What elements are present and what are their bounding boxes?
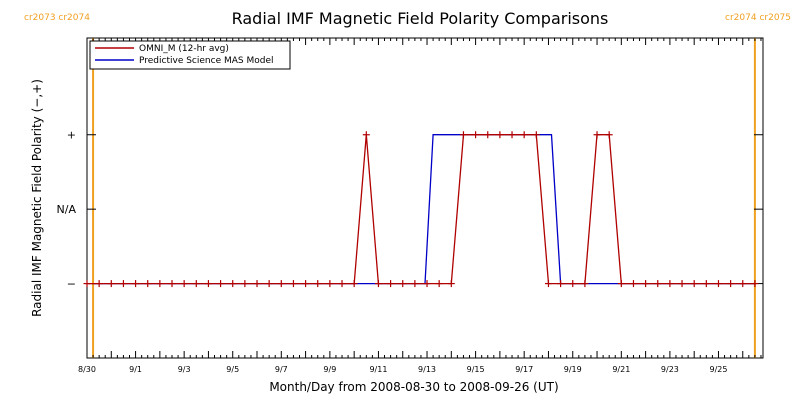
data-point-omni xyxy=(399,280,407,288)
data-point-omni xyxy=(289,280,297,288)
data-point-omni xyxy=(714,280,722,288)
y-tick-label: + xyxy=(67,129,76,142)
carrington-labels: cr2073 cr2074 cr2074 cr2075 xyxy=(24,13,791,23)
x-tick-label: 9/9 xyxy=(323,365,336,374)
data-point-omni xyxy=(253,280,261,288)
data-point-omni xyxy=(593,131,601,139)
data-point-omni xyxy=(229,280,237,288)
y-tick-label: − xyxy=(67,278,76,291)
data-point-omni xyxy=(557,280,565,288)
data-point-omni xyxy=(83,280,91,288)
legend-label-mas: Predictive Science MAS Model xyxy=(139,56,274,66)
x-tick-label: 9/23 xyxy=(661,365,679,374)
x-tick-label: 9/17 xyxy=(515,365,533,374)
plot-area-frame xyxy=(86,37,764,359)
carrington-label: cr2073 cr2074 xyxy=(24,13,90,23)
data-point-omni xyxy=(678,280,686,288)
x-tick-label: 9/7 xyxy=(275,365,288,374)
data-point-omni xyxy=(472,131,480,139)
data-point-omni xyxy=(387,280,395,288)
data-point-omni xyxy=(302,280,310,288)
x-tick-label: 9/21 xyxy=(612,365,630,374)
data-point-omni xyxy=(95,280,103,288)
data-point-omni xyxy=(119,280,127,288)
data-point-omni xyxy=(642,280,650,288)
data-point-omni xyxy=(484,131,492,139)
y-axis-label: Radial IMF Magnetic Field Polarity (−,+) xyxy=(30,79,44,317)
data-point-omni xyxy=(314,280,322,288)
data-point-omni xyxy=(241,280,249,288)
data-point-omni xyxy=(520,131,528,139)
data-point-omni xyxy=(168,280,176,288)
y-axis-tick-labels: − N/A + xyxy=(57,129,77,291)
data-point-omni xyxy=(532,131,540,139)
data-point-omni xyxy=(144,280,152,288)
carrington-label: cr2074 cr2075 xyxy=(725,13,791,23)
legend: OMNI_M (12-hr avg) Predictive Science MA… xyxy=(89,40,291,70)
x-tick-label: 9/11 xyxy=(369,365,387,374)
y-tick-label: N/A xyxy=(57,203,77,216)
data-point-omni xyxy=(605,131,613,139)
data-point-omni xyxy=(350,280,358,288)
data-point-omni xyxy=(423,280,431,288)
x-axis-tick-labels: 8/30 9/1 9/3 9/5 9/7 9/9 9/11 9/13 9/15 9/17 9/19 9… xyxy=(78,365,727,374)
x-axis-label: Month/Day from 2008-08-30 to 2008-09-26 … xyxy=(269,380,558,394)
data-point-omni xyxy=(362,131,370,139)
data-point-omni xyxy=(374,280,382,288)
data-point-omni xyxy=(180,280,188,288)
data-point-omni xyxy=(739,280,747,288)
x-tick-label: 9/1 xyxy=(129,365,142,374)
x-tick-label: 9/19 xyxy=(564,365,582,374)
data-point-omni xyxy=(751,280,759,288)
data-point-omni xyxy=(156,280,164,288)
data-point-omni xyxy=(508,131,516,139)
data-point-omni xyxy=(435,280,443,288)
data-point-omni xyxy=(107,280,115,288)
legend-label-omni: OMNI_M (12-hr avg) xyxy=(139,44,229,54)
data-point-omni xyxy=(581,280,589,288)
series-layer xyxy=(83,131,759,288)
data-point-omni xyxy=(411,280,419,288)
data-point-omni xyxy=(702,280,710,288)
data-point-omni xyxy=(629,280,637,288)
data-point-omni xyxy=(569,280,577,288)
data-point-omni xyxy=(544,280,552,288)
data-point-omni xyxy=(727,280,735,288)
data-point-omni xyxy=(459,131,467,139)
x-tick-label: 9/13 xyxy=(418,365,436,374)
data-point-omni xyxy=(654,280,662,288)
data-point-omni xyxy=(496,131,504,139)
x-tick-label: 9/5 xyxy=(226,365,239,374)
data-point-omni xyxy=(617,280,625,288)
carrington-lines xyxy=(92,38,756,358)
x-tick-label: 8/30 xyxy=(78,365,96,374)
data-point-omni xyxy=(326,280,334,288)
data-point-omni xyxy=(277,280,285,288)
legend-box xyxy=(89,40,291,70)
data-point-omni xyxy=(204,280,212,288)
data-point-omni xyxy=(192,280,200,288)
data-point-omni xyxy=(132,280,140,288)
data-point-omni xyxy=(666,280,674,288)
x-tick-label: 9/3 xyxy=(178,365,191,374)
data-point-omni xyxy=(217,280,225,288)
x-tick-label: 9/25 xyxy=(709,365,727,374)
x-tick-label: 9/15 xyxy=(467,365,485,374)
chart-title: Radial IMF Magnetic Field Polarity Compa… xyxy=(232,9,609,28)
data-point-omni xyxy=(265,280,273,288)
data-point-omni xyxy=(338,280,346,288)
data-point-omni xyxy=(690,280,698,288)
data-point-omni xyxy=(447,280,455,288)
